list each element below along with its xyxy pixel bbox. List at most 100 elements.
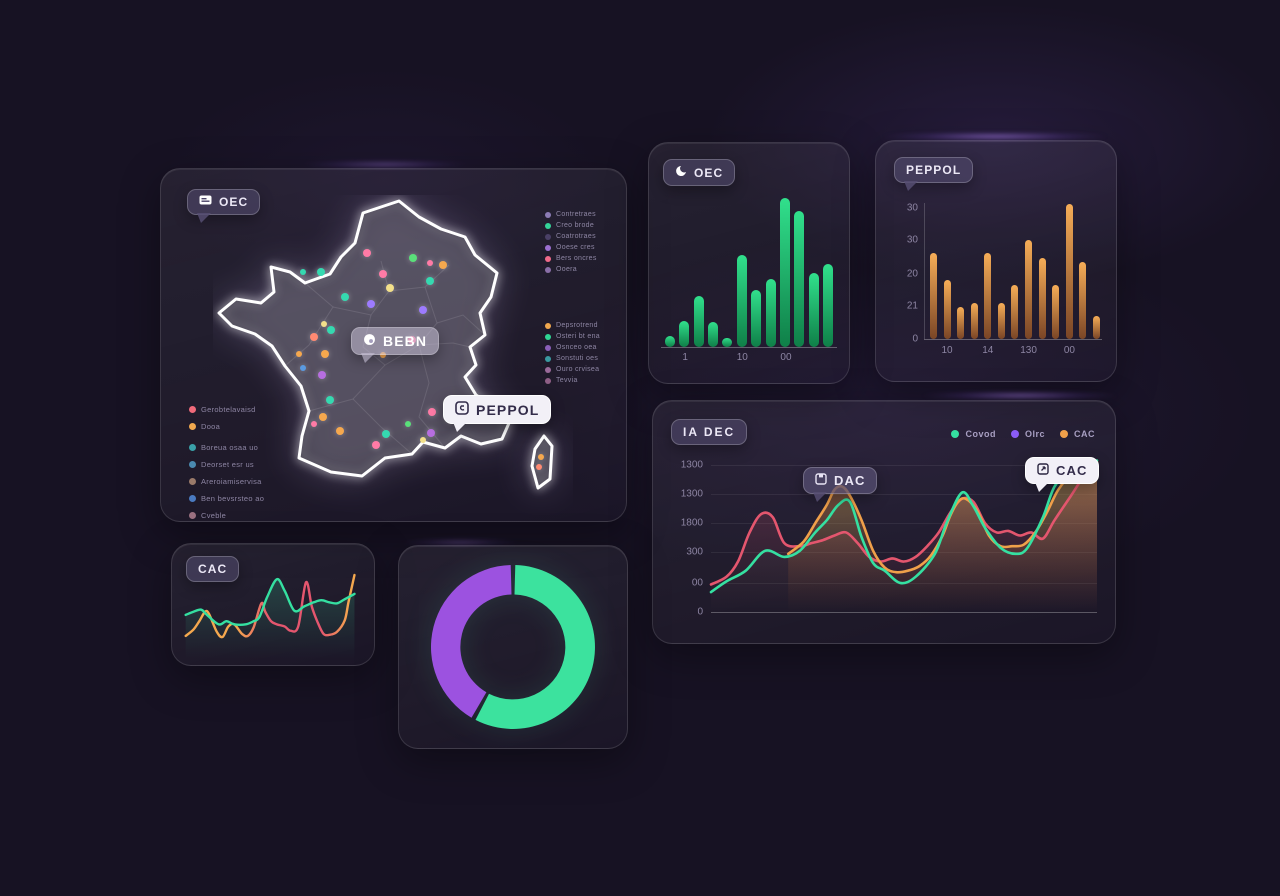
map-dot[interactable] (372, 441, 380, 449)
map-dot[interactable] (319, 413, 327, 421)
map-dot[interactable] (336, 427, 344, 435)
map-dot[interactable] (367, 300, 375, 308)
map-dot[interactable] (536, 464, 542, 470)
map-dot[interactable] (409, 254, 417, 262)
france-map (217, 199, 554, 490)
map-badge-peppol[interactable]: PEPPOL (443, 395, 552, 432)
legend-item: Ooera (545, 266, 597, 273)
bar[interactable] (984, 253, 992, 339)
line-green[interactable] (184, 577, 356, 626)
legend-dot (545, 255, 551, 262)
map-dot[interactable] (318, 371, 326, 379)
bar[interactable] (1038, 257, 1046, 339)
peppol-card-badge[interactable]: PEPPOL (894, 157, 974, 191)
glow-accent (880, 133, 1110, 140)
y-tick-label: 1800 (680, 517, 703, 529)
map-dot[interactable] (363, 249, 371, 257)
bar[interactable] (1025, 239, 1033, 339)
ia-dec-badge[interactable]: IA DEC (671, 419, 748, 445)
cac-card-badge[interactable]: CAC (186, 556, 240, 582)
map-badge-oec[interactable]: OEC (187, 189, 261, 223)
map-badge-oec-label: OEC (219, 195, 249, 209)
bar[interactable] (779, 197, 790, 347)
legend-label: Bers oncres (556, 255, 597, 262)
bar[interactable] (822, 263, 833, 347)
map-dot[interactable] (386, 284, 394, 292)
map-dot[interactable] (341, 293, 349, 301)
map-dot[interactable] (428, 408, 436, 416)
bar[interactable] (1052, 284, 1060, 339)
bar[interactable] (930, 253, 937, 339)
map-dot[interactable] (382, 430, 390, 438)
legend-dot (545, 355, 551, 362)
map-dot[interactable] (405, 421, 411, 427)
line-warm[interactable] (184, 573, 356, 639)
map-dot[interactable] (300, 365, 306, 371)
gridline (711, 465, 1097, 467)
legend-dot (1010, 430, 1019, 438)
map-dot[interactable] (317, 268, 325, 276)
map-dot[interactable] (379, 270, 387, 278)
bar[interactable] (693, 296, 704, 347)
ia-dec-legend: Covod Olrc CAC (951, 429, 1095, 439)
bar[interactable] (997, 302, 1005, 339)
bar[interactable] (1079, 262, 1087, 339)
donut-chart (430, 565, 595, 729)
legend-item: Osteri bt ena (545, 333, 600, 340)
map-dot[interactable] (439, 261, 447, 269)
bar[interactable] (957, 307, 965, 339)
bar[interactable] (765, 279, 776, 347)
map-dot[interactable] (311, 421, 317, 427)
map-dot[interactable] (296, 351, 302, 357)
line-red[interactable] (709, 463, 1099, 586)
legend-label: Cveble (201, 511, 227, 520)
donut-slice-green[interactable] (475, 565, 595, 729)
tooltip-cac-label: CAC (1056, 463, 1088, 478)
map-dot[interactable] (321, 350, 329, 358)
map-badge-bern-label: BEBN (383, 333, 428, 349)
legend-label: Coatrotraes (556, 233, 596, 240)
grid-g-icon (455, 401, 469, 418)
oec-card-badge[interactable]: OEC (663, 159, 736, 186)
bar[interactable] (808, 273, 819, 347)
area-green (711, 460, 1097, 612)
bar[interactable] (736, 254, 747, 347)
map-badge-bern[interactable]: BEBN (351, 327, 440, 363)
bar[interactable] (665, 336, 675, 347)
region-border (436, 314, 486, 336)
tooltip-dac[interactable]: DAC (803, 467, 878, 502)
cac-card-title: CAC (198, 562, 228, 576)
map-dot[interactable] (326, 396, 334, 404)
bar[interactable] (794, 211, 805, 347)
map-dot[interactable] (321, 321, 327, 327)
map-dot[interactable] (427, 260, 433, 266)
map-legend-right-mid: Depsrotrend Osteri bt ena Osnceo oea Sonstu… (545, 322, 600, 384)
peppol-card-title: PEPPOL (906, 163, 962, 177)
bar[interactable] (708, 322, 719, 347)
tooltip-cac[interactable]: CAC (1025, 457, 1100, 492)
map-dot[interactable] (420, 437, 426, 443)
glow-accent (300, 161, 470, 168)
bar[interactable] (679, 320, 690, 347)
donut-slice-purple[interactable] (430, 565, 512, 718)
map-dot[interactable] (310, 333, 318, 341)
legend-item: Dooa (189, 422, 256, 431)
legend-label: Ooera (556, 266, 577, 273)
map-legend-right-top: Contretraes Creo brode Coatrotraes Ooese cr… (545, 211, 597, 273)
map-dot[interactable] (300, 269, 306, 275)
map-dot[interactable] (327, 326, 335, 334)
map-dot[interactable] (426, 277, 434, 285)
bar[interactable] (943, 280, 951, 339)
bar[interactable] (1065, 203, 1073, 339)
bar[interactable] (722, 337, 733, 347)
bar[interactable] (751, 290, 762, 347)
line-green[interactable] (709, 459, 1099, 594)
map-dot[interactable] (538, 454, 544, 460)
bar[interactable] (1011, 284, 1019, 339)
map-dot[interactable] (427, 429, 435, 437)
bar[interactable] (1092, 316, 1100, 339)
map-dot[interactable] (419, 306, 427, 314)
peppol-y-ticks: 30 30 20 21 0 (890, 203, 918, 345)
bar[interactable] (970, 302, 978, 339)
